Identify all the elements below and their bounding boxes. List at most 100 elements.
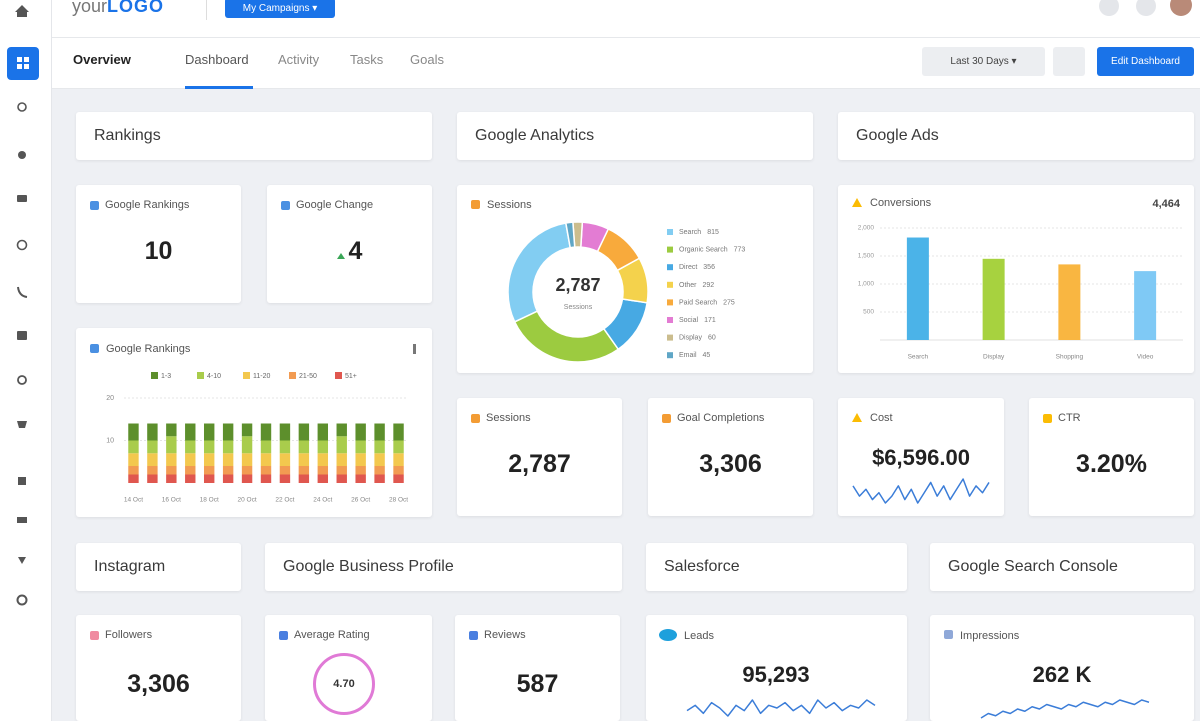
legend-value: 292: [703, 282, 715, 289]
share-button[interactable]: [1053, 47, 1085, 76]
kpi-title-text: Sessions: [486, 412, 531, 424]
legend-name: Social: [679, 317, 699, 324]
legend-label: Search 815: [679, 229, 719, 236]
nav-icon[interactable]: [17, 517, 27, 523]
bar-segment: [336, 474, 347, 483]
edit-dashboard-button[interactable]: Edit Dashboard: [1097, 47, 1194, 76]
bar-segment: [355, 466, 366, 475]
bar-segment: [374, 453, 385, 466]
icon-part: [17, 57, 22, 62]
bar-segment: [393, 423, 404, 441]
y-tick-label: 20: [106, 395, 114, 402]
logo[interactable]: yourLOGO: [72, 0, 164, 17]
bar-segment: [374, 466, 385, 475]
nav-icon[interactable]: [16, 239, 28, 251]
x-tick-label: 26 Oct: [351, 497, 370, 504]
nav-icon[interactable]: [18, 557, 26, 564]
legend-value: 45: [703, 352, 711, 359]
tab[interactable]: Tasks: [350, 52, 384, 67]
bar-segment: [185, 423, 196, 441]
bar-segment: [166, 423, 177, 437]
bar-segment: [260, 440, 272, 454]
bar: [906, 237, 929, 340]
bar-segment: [203, 474, 215, 483]
section-header: Rankings: [76, 112, 432, 160]
divider: [206, 0, 207, 20]
section-header: Google Analytics: [457, 112, 813, 160]
nav-icon[interactable]: [17, 331, 27, 340]
legend-label: Email 45: [679, 352, 710, 359]
bar-segment: [260, 453, 272, 466]
nav-icon[interactable]: [17, 375, 27, 385]
bar-segment: [393, 453, 404, 466]
bar-segment: [147, 466, 158, 475]
bar-segment: [185, 440, 196, 454]
kpi-card: Average Rating 4.70: [265, 615, 432, 721]
chart-title: Leads: [684, 630, 714, 642]
legend-swatch: [667, 317, 673, 323]
dashboard-icon[interactable]: [7, 47, 39, 80]
tab[interactable]: Activity: [278, 52, 320, 67]
search-icon[interactable]: [17, 102, 27, 112]
chart-card: Cost $6,596.00: [838, 398, 1004, 516]
tab[interactable]: Goals: [410, 52, 444, 67]
notifications-button[interactable]: [1136, 0, 1156, 16]
chart-total: $6,596.00: [872, 445, 970, 470]
avatar[interactable]: [1170, 0, 1192, 16]
logo-light: your: [72, 0, 108, 16]
icon: [852, 413, 862, 422]
date-range-button[interactable]: Last 30 Days ▾: [922, 47, 1045, 76]
x-tick-label: Video: [1137, 354, 1154, 361]
bar-segment: [147, 440, 158, 454]
bar-segment: [355, 474, 366, 483]
section-title: Google Analytics: [475, 127, 595, 144]
help-button[interactable]: [1099, 0, 1119, 16]
kpi-card: Followers 3,306: [76, 615, 241, 721]
sidebar: [0, 0, 52, 721]
tab[interactable]: Overview: [73, 52, 131, 67]
campaigns-button[interactable]: My Campaigns ▾: [225, 0, 335, 18]
bar-segment: [279, 466, 291, 475]
x-tick-label: Display: [983, 354, 1005, 361]
nav-icon[interactable]: [17, 195, 27, 202]
sparkline: [686, 699, 876, 717]
kpi-card: Goal Completions 3,306: [648, 398, 813, 516]
kpi-title: Google Change: [281, 199, 373, 211]
kpi-value: 10: [144, 237, 173, 265]
kpi-title: Reviews: [469, 629, 526, 641]
rankings-chart: Google Rankings 10 20 1-3 4-10 11-20 21-50 51+…: [90, 343, 416, 504]
section-title: Salesforce: [664, 558, 740, 575]
nav-icon[interactable]: [18, 477, 26, 485]
kpi-card: CTR 3.20%: [1029, 398, 1194, 516]
legend-value: 171: [704, 317, 716, 324]
kpi-card: Google Rankings 10: [76, 185, 241, 303]
settings-icon[interactable]: [16, 594, 28, 606]
section-header: Salesforce: [646, 543, 907, 591]
kpi-title: Google Rankings: [90, 199, 189, 211]
kpi-value: 587: [516, 670, 559, 698]
bar-segment: [203, 453, 215, 466]
legend-label: Display 60: [679, 334, 716, 341]
bar-segment: [298, 423, 310, 441]
up-arrow: [336, 253, 345, 259]
y-tick-label: 10: [106, 437, 114, 444]
bar-segment: [393, 474, 404, 483]
bar-segment: [203, 466, 215, 475]
phone-icon[interactable]: [17, 286, 28, 298]
legend-swatch: [243, 372, 250, 379]
home-icon[interactable]: [15, 5, 29, 17]
bar-segment: [260, 423, 272, 441]
nav-icon[interactable]: [18, 151, 26, 159]
menu-icon[interactable]: [413, 344, 416, 354]
y-tick-label: 1,000: [858, 281, 875, 288]
cart-icon[interactable]: [17, 421, 27, 428]
legend-swatch: [667, 281, 673, 288]
bar-segment: [241, 466, 253, 475]
legend-label: 4-10: [207, 373, 221, 380]
icon: [90, 200, 99, 210]
tab[interactable]: Dashboard: [185, 52, 249, 67]
sparkline-area: [852, 478, 990, 504]
legend-value: 815: [707, 229, 719, 236]
chart-card: Conversions 4,464 500 1,000 1,500 2,000 Sear…: [838, 185, 1194, 373]
